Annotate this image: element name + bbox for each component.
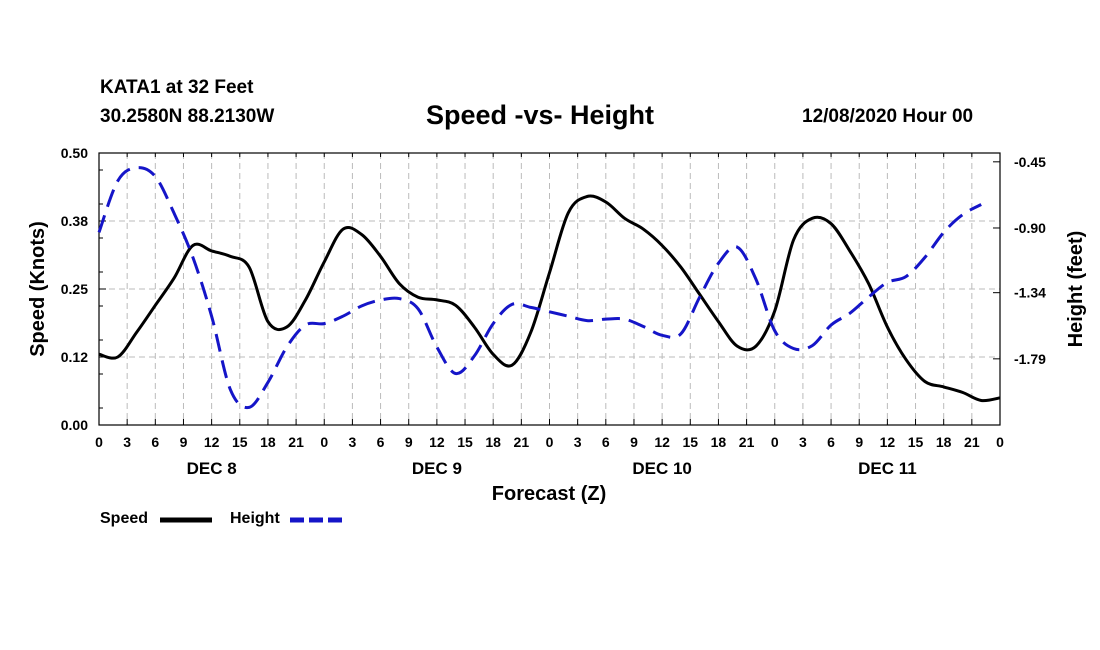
x-tick-label: 0 <box>546 434 554 450</box>
y-tick-label: 0.25 <box>61 281 88 297</box>
x-tick-label: 18 <box>711 434 727 450</box>
x-tick-label: 6 <box>151 434 159 450</box>
day-label: DEC 8 <box>187 459 237 478</box>
x-tick-label: 21 <box>964 434 980 450</box>
x-tick-label: 9 <box>855 434 863 450</box>
day-label: DEC 10 <box>632 459 692 478</box>
y2-tick-label: -1.34 <box>1014 285 1046 301</box>
issue-time: 12/08/2020 Hour 00 <box>802 106 974 127</box>
x-tick-label: 3 <box>349 434 357 450</box>
x-tick-label: 18 <box>260 434 276 450</box>
x-tick-label: 3 <box>799 434 807 450</box>
y-tick-label: 0.00 <box>61 417 88 433</box>
station-name: KATA1 at 32 Feet <box>100 77 254 98</box>
day-label: DEC 11 <box>858 459 917 478</box>
x-tick-label: 6 <box>602 434 610 450</box>
x-tick-label: 9 <box>405 434 413 450</box>
x-tick-label: 0 <box>996 434 1004 450</box>
x-tick-label: 6 <box>377 434 385 450</box>
y2-tick-label: -0.45 <box>1014 154 1046 170</box>
x-tick-label: 9 <box>630 434 638 450</box>
y-tick-label: 0.38 <box>61 213 88 229</box>
grid <box>99 153 1000 425</box>
y2-axis-label: Height (feet) <box>1065 231 1087 348</box>
x-tick-label: 12 <box>880 434 896 450</box>
x-tick-label: 15 <box>908 434 924 450</box>
x-tick-label: 15 <box>682 434 698 450</box>
station-coordinates: 30.2580N 88.2130W <box>100 106 275 127</box>
x-tick-label: 18 <box>936 434 952 450</box>
y-tick-label: 0.50 <box>61 145 88 161</box>
day-label: DEC 9 <box>412 459 462 478</box>
y2-tick-label: -1.79 <box>1014 351 1046 367</box>
x-tick-label: 0 <box>320 434 328 450</box>
x-tick-label: 18 <box>485 434 501 450</box>
x-tick-label: 0 <box>771 434 779 450</box>
x-tick-label: 15 <box>457 434 473 450</box>
y-tick-label: 0.12 <box>61 349 88 365</box>
height-series-line <box>97 166 982 410</box>
y-axis-label: Speed (Knots) <box>27 221 49 357</box>
legend-speed-label: Speed <box>100 510 149 527</box>
legend-height-label: Height <box>230 510 280 527</box>
x-tick-label: 21 <box>288 434 304 450</box>
x-tick-label: 12 <box>654 434 670 450</box>
x-tick-label: 21 <box>514 434 530 450</box>
x-tick-label: 3 <box>123 434 131 450</box>
x-tick-label: 9 <box>180 434 188 450</box>
x-axis-label: Forecast (Z) <box>492 483 606 505</box>
x-tick-label: 6 <box>827 434 835 450</box>
x-tick-label: 0 <box>95 434 103 450</box>
legend-speed-swatch <box>160 517 212 523</box>
legend-height-swatch <box>290 517 342 523</box>
x-tick-label: 15 <box>232 434 248 450</box>
speed-series-line <box>98 194 1001 403</box>
y2-tick-label: -0.90 <box>1014 220 1046 236</box>
x-tick-label: 21 <box>739 434 755 450</box>
axis-ticks: 0 3 6 9 12 15 18 21 0 3 6 9 12 15 18 21 0 3 6 9 12 15 18 21 0 3 6 9… <box>61 145 1046 478</box>
x-tick-label: 12 <box>429 434 445 450</box>
chart-title: Speed -vs- Height <box>426 100 655 130</box>
series <box>97 166 1001 410</box>
x-tick-label: 3 <box>574 434 582 450</box>
x-tick-label: 12 <box>204 434 220 450</box>
